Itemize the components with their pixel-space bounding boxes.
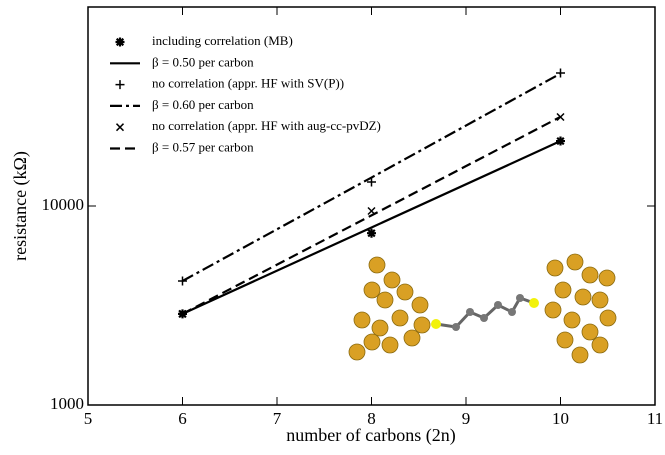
legend-label: no correlation (appr. HF with SV(P)) xyxy=(152,76,344,91)
molecule-illustration xyxy=(349,254,616,363)
x-tick-label: 6 xyxy=(178,409,187,428)
legend-label: β = 0.60 per carbon xyxy=(152,97,254,112)
x-tick-label: 10 xyxy=(552,409,569,428)
legend-label: including correlation (MB) xyxy=(152,33,293,48)
x-tick-label: 9 xyxy=(462,409,471,428)
legend-label: β = 0.57 per carbon xyxy=(152,139,254,154)
legend-marker xyxy=(117,124,124,131)
marker xyxy=(556,68,565,77)
x-tick-label: 11 xyxy=(647,409,663,428)
legend-label: no correlation (appr. HF with aug-cc-pvD… xyxy=(152,118,381,133)
x-axis-title: number of carbons (2n) xyxy=(286,425,455,446)
x-tick-label: 7 xyxy=(273,409,282,428)
molecule-chain xyxy=(431,294,539,331)
legend: including correlation (MB) β = 0.50 per c… xyxy=(110,33,381,155)
y-tick-label: 1000 xyxy=(50,394,84,413)
legend-marker xyxy=(116,80,125,89)
y-axis-title: resistance (kΩ) xyxy=(10,151,31,261)
legend-label: β = 0.50 per carbon xyxy=(152,54,254,69)
x-tick-label: 5 xyxy=(84,409,93,428)
legend-marker xyxy=(116,38,125,47)
x-tick-label: 8 xyxy=(367,409,376,428)
chart: number of carbons (2n) resistance (kΩ) 5… xyxy=(0,0,665,455)
y-tick-label: 10000 xyxy=(42,195,85,214)
